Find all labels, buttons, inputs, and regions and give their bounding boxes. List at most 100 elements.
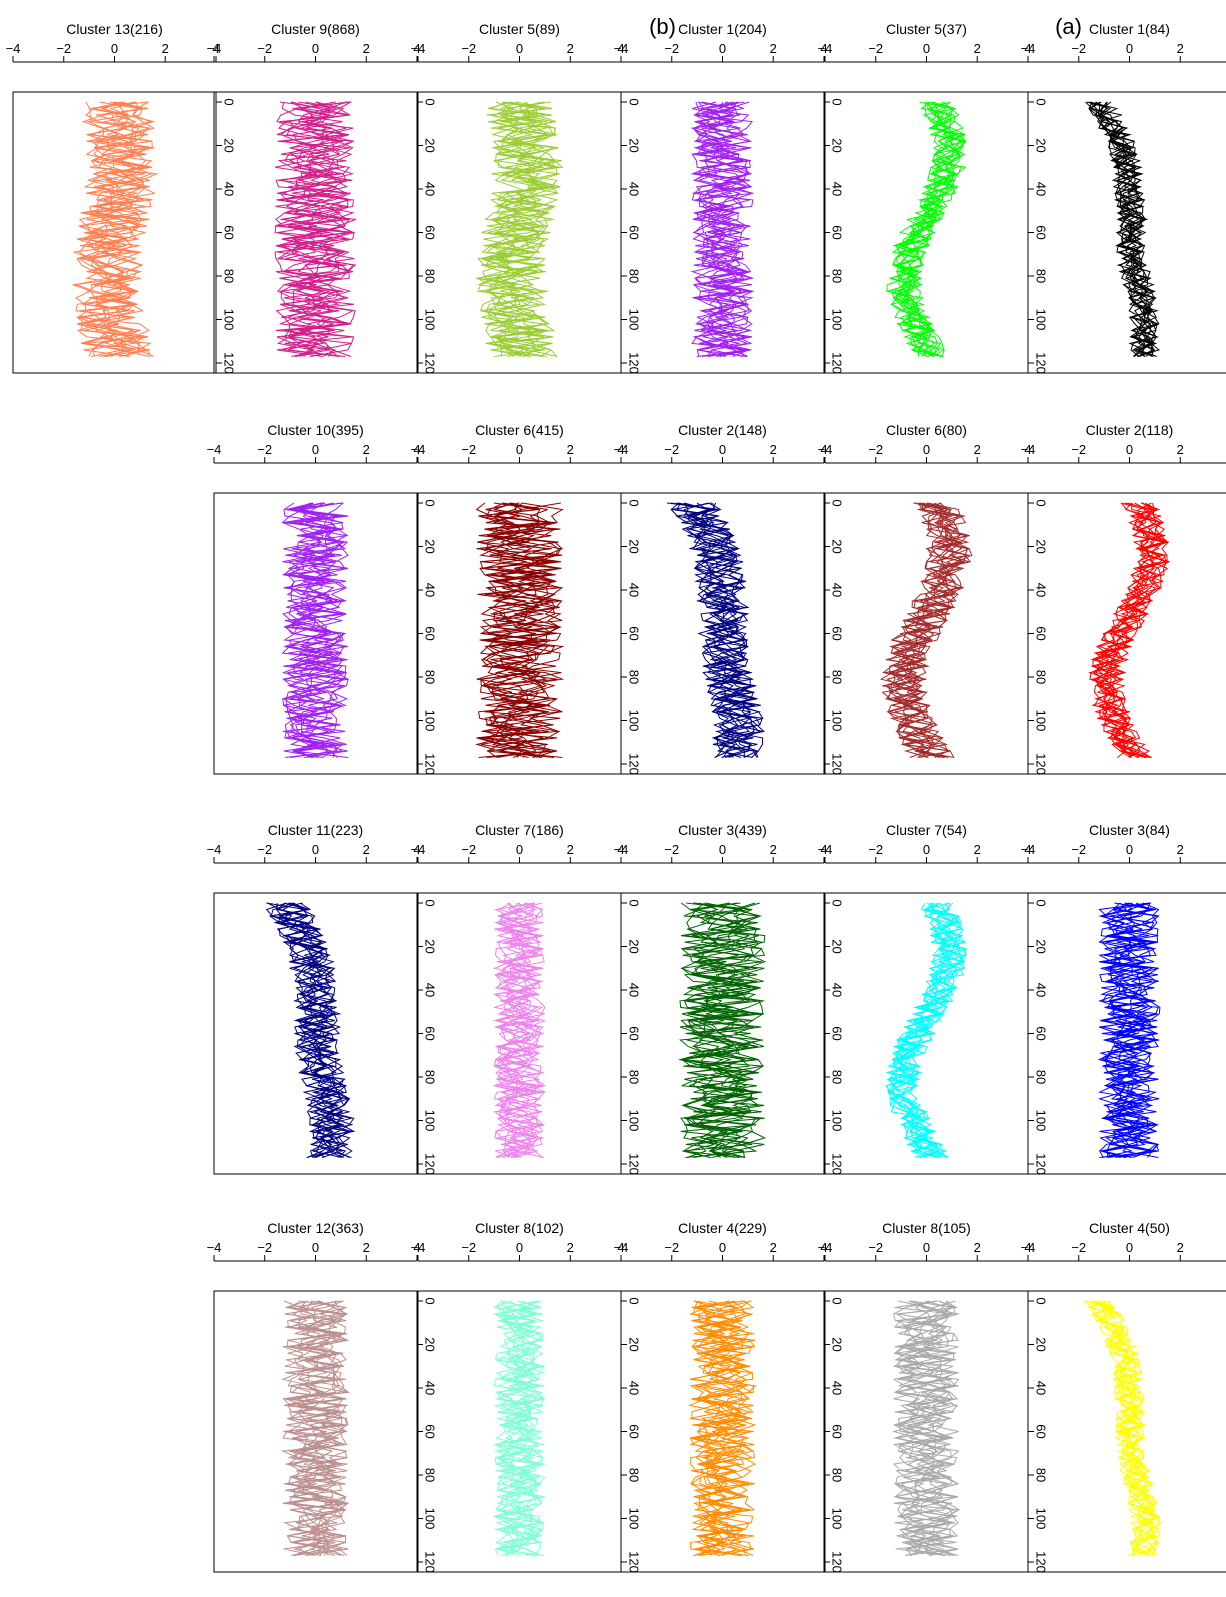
x-tick-label: 4 [820, 41, 827, 56]
y-tick-label: 40 [627, 1381, 642, 1395]
y-tick-label: 60 [222, 225, 237, 239]
x-tick-label: −4 [207, 442, 222, 457]
plot-frame [1027, 1290, 1226, 1573]
y-tick-label: 20 [830, 539, 845, 553]
y-tick-label: 20 [222, 138, 237, 152]
y-tick-label: 80 [627, 1070, 642, 1084]
y-tick-label: 80 [423, 670, 438, 684]
y-tick-label: 120 [830, 753, 845, 775]
x-tick-label: −4 [614, 1240, 629, 1255]
x-tick-label: 4 [1024, 842, 1031, 857]
x-tick-label: 4 [617, 842, 624, 857]
x-tick-label: 0 [1126, 41, 1133, 56]
y-tick-label: 40 [830, 1381, 845, 1395]
profile-line [689, 1300, 756, 1556]
y-tick-label: 100 [1034, 309, 1049, 331]
x-tick-label: 2 [770, 842, 777, 857]
y-tick-label: 80 [830, 1468, 845, 1482]
profile-line [494, 1300, 546, 1556]
y-tick-label: 120 [423, 1153, 438, 1175]
profile-line [281, 502, 348, 758]
y-tick-label: 100 [627, 1110, 642, 1132]
profile-line [476, 502, 559, 758]
panel-title: Cluster 4(50) [1089, 1220, 1170, 1236]
profile-line [281, 1300, 350, 1556]
y-tick-label: 0 [830, 98, 845, 105]
y-tick-label: 120 [423, 352, 438, 374]
y-tick-label: 120 [830, 1551, 845, 1573]
profile-line [679, 902, 761, 1158]
profile-line [690, 101, 754, 357]
y-tick-label: 60 [627, 225, 642, 239]
panel-title: Cluster 5(37) [886, 21, 967, 37]
x-tick-label: −4 [207, 1240, 222, 1255]
y-tick-label: 40 [222, 182, 237, 196]
x-tick-label: 0 [923, 442, 930, 457]
y-tick-label: 80 [222, 269, 237, 283]
y-tick-label: 0 [627, 499, 642, 506]
x-tick-label: 0 [719, 1240, 726, 1255]
profile-line [679, 902, 764, 1158]
y-tick-label: 120 [423, 753, 438, 775]
profile-line [890, 101, 967, 357]
x-tick-label: −4 [1021, 1240, 1036, 1255]
y-tick-label: 60 [830, 225, 845, 239]
y-tick-label: 0 [423, 98, 438, 105]
y-tick-label: 100 [1034, 710, 1049, 732]
profile-line [885, 502, 967, 758]
x-tick-label: 2 [1177, 842, 1184, 857]
y-tick-label: 120 [1034, 1551, 1049, 1573]
x-tick-label: 4 [617, 41, 624, 56]
profile-line [1089, 1300, 1156, 1556]
y-tick-label: 0 [1034, 1297, 1049, 1304]
y-tick-label: 120 [627, 1551, 642, 1573]
y-tick-label: 100 [423, 1110, 438, 1132]
profile-line [274, 101, 355, 357]
x-tick-label: −4 [411, 41, 426, 56]
y-tick-label: 60 [830, 1026, 845, 1040]
plot-frame [1027, 492, 1226, 775]
x-tick-label: −2 [868, 842, 883, 857]
profile-line [1095, 101, 1158, 357]
x-tick-label: −4 [818, 842, 833, 857]
x-tick-label: 4 [820, 442, 827, 457]
x-tick-label: 0 [111, 41, 118, 56]
profile-line [1083, 1300, 1158, 1556]
y-tick-label: 120 [1034, 352, 1049, 374]
y-tick-label: 120 [423, 1551, 438, 1573]
y-tick-label: 80 [830, 670, 845, 684]
x-tick-label: 2 [162, 41, 169, 56]
x-tick-label: −2 [56, 41, 71, 56]
x-tick-label: −2 [257, 1240, 272, 1255]
y-tick-label: 40 [627, 983, 642, 997]
profile-line [475, 502, 563, 758]
y-tick-label: 20 [423, 138, 438, 152]
y-tick-label: 20 [830, 939, 845, 953]
y-tick-label: 100 [830, 309, 845, 331]
panel-label-a: (a) [1055, 14, 1082, 39]
profile-line [285, 1300, 350, 1556]
profile-line [285, 1300, 349, 1556]
profile-line [676, 502, 762, 758]
x-tick-label: 2 [1177, 1240, 1184, 1255]
profile-line [1101, 902, 1160, 1158]
y-tick-label: 20 [627, 1337, 642, 1351]
profile-line [74, 101, 153, 357]
y-tick-label: 40 [1034, 182, 1049, 196]
x-tick-label: 0 [516, 1240, 523, 1255]
profile-line [685, 502, 752, 758]
y-tick-label: 20 [1034, 138, 1049, 152]
profile-line [282, 502, 349, 758]
y-tick-label: 100 [627, 309, 642, 331]
profile-line [896, 101, 962, 357]
y-tick-label: 120 [627, 753, 642, 775]
y-tick-label: 120 [1034, 1153, 1049, 1175]
x-tick-label: 0 [312, 842, 319, 857]
